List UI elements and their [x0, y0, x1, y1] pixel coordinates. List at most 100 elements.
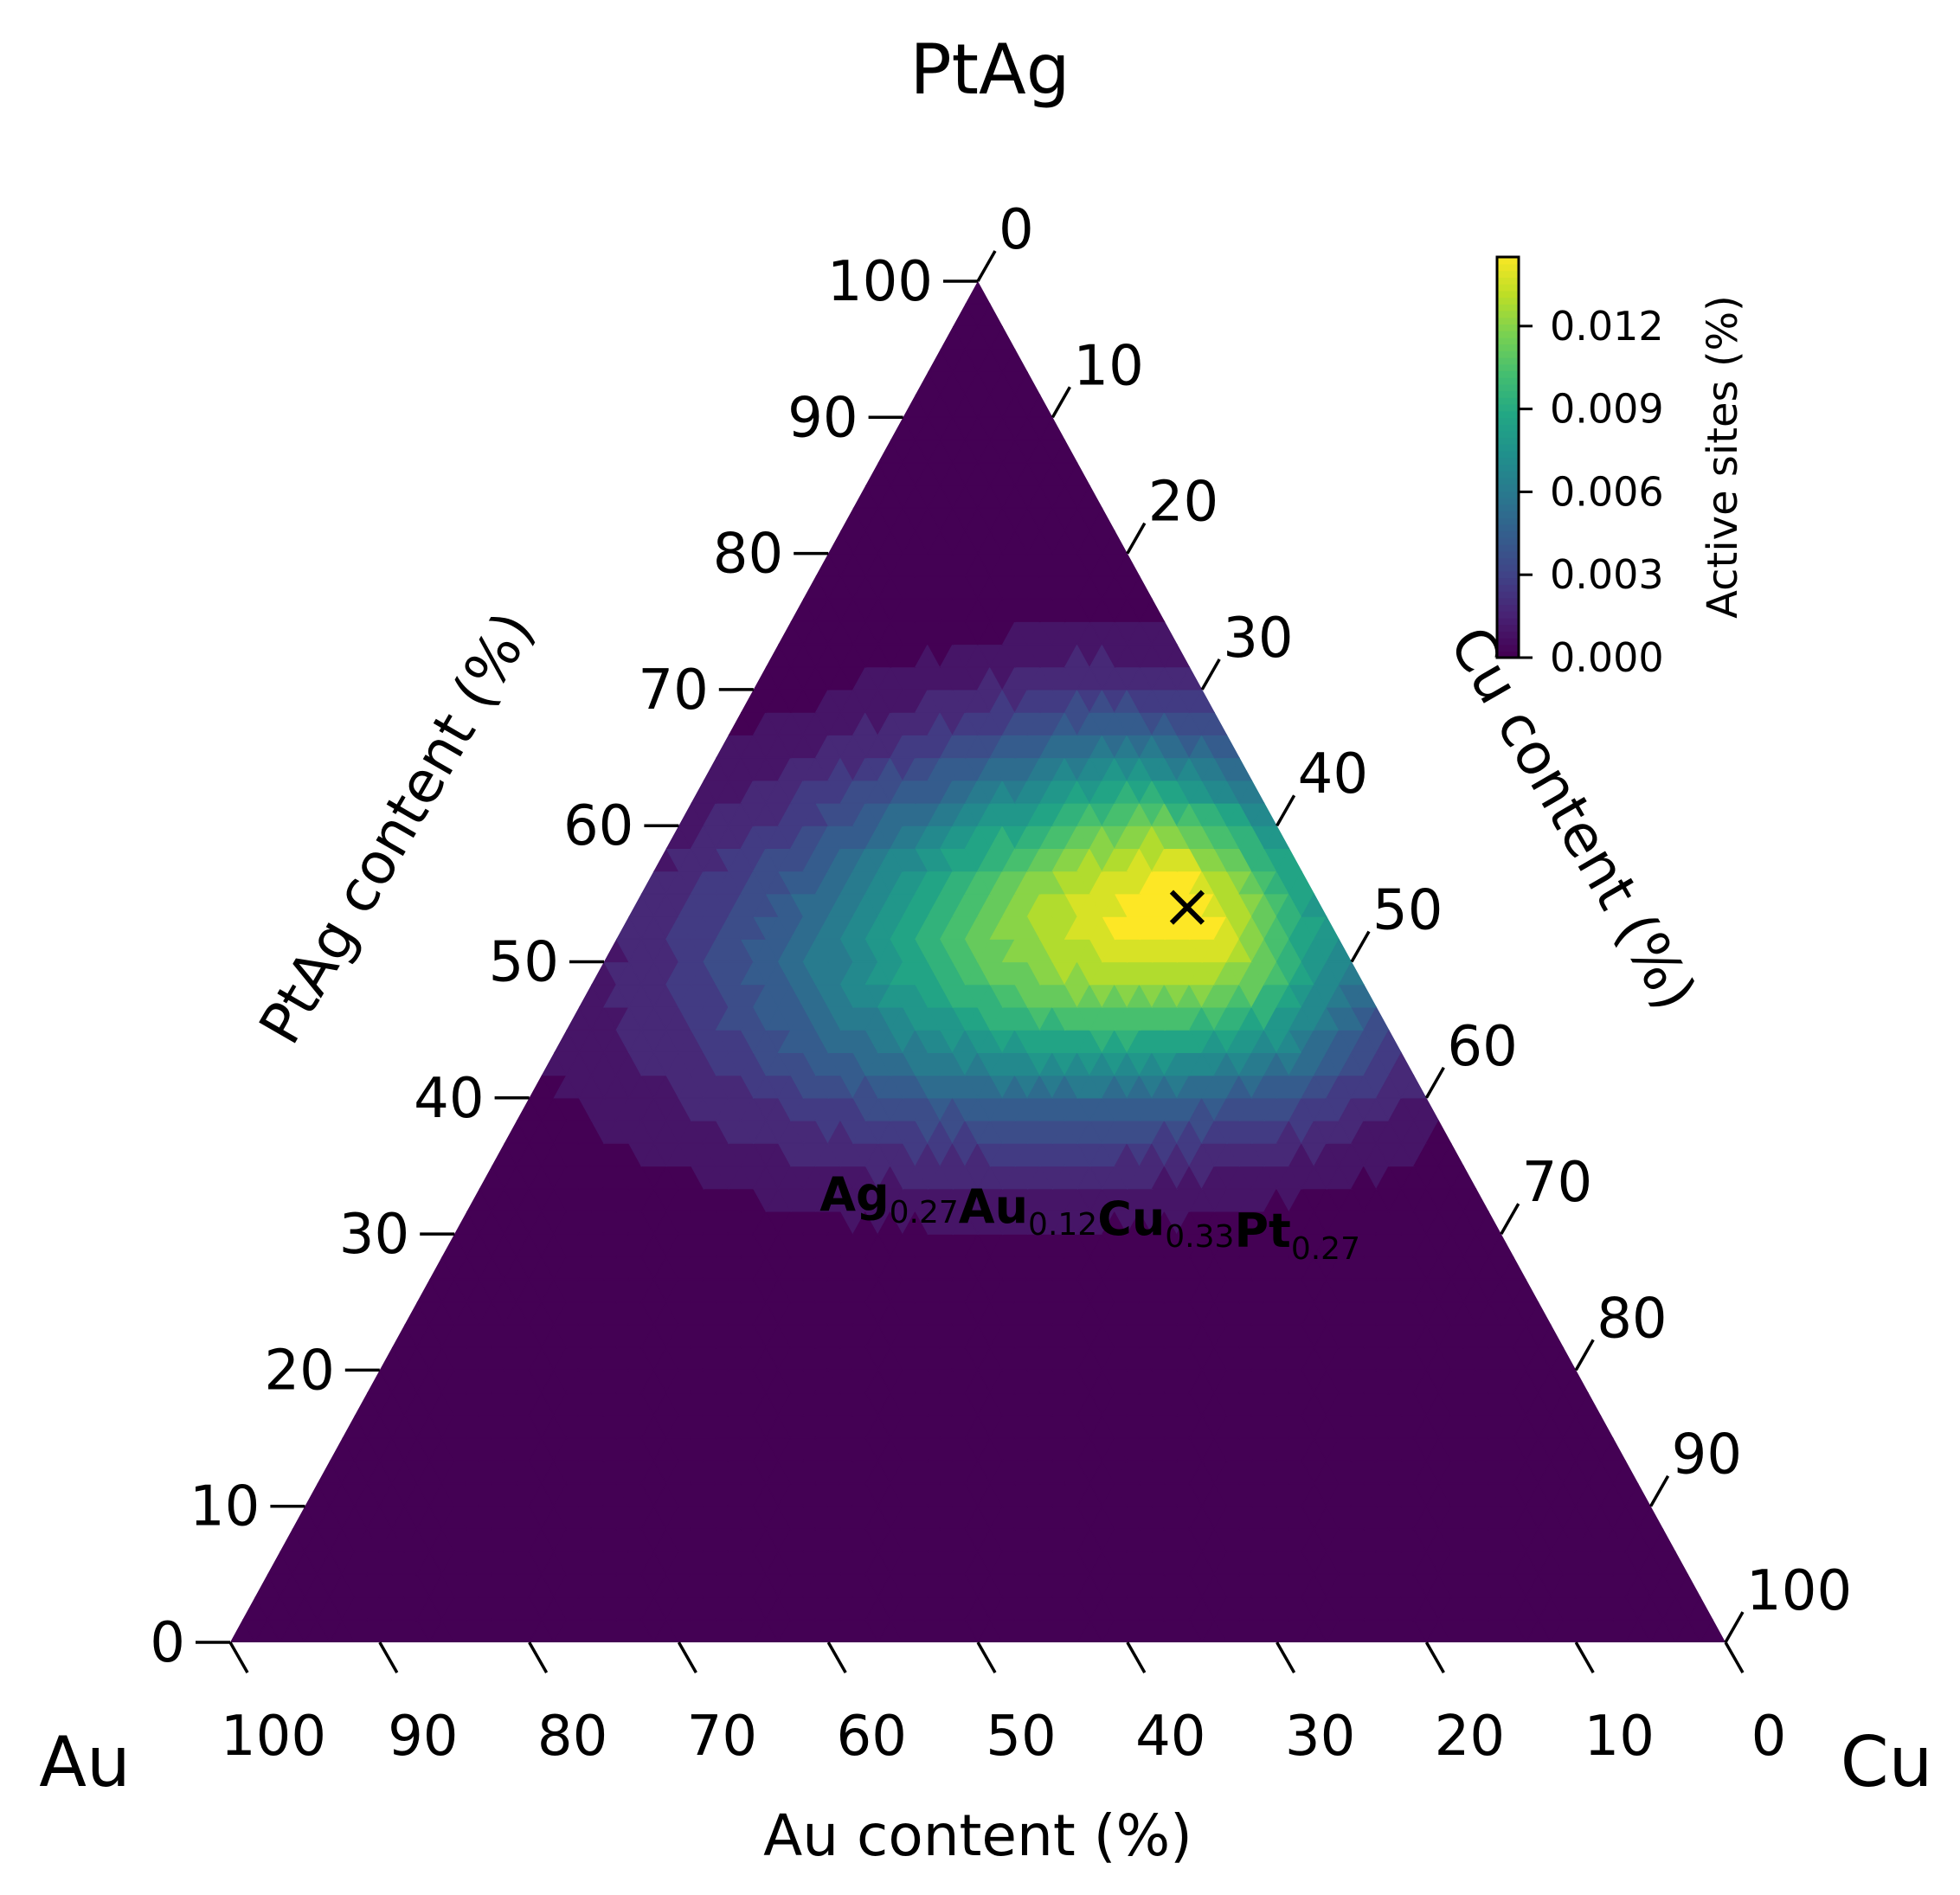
- formula-subscript: 0.12: [1028, 1207, 1097, 1243]
- colorbar-band: [1497, 370, 1519, 378]
- formula-element: Au: [959, 1179, 1028, 1234]
- left-axis-ticks: 0 10 20 30 40 50 60 70 80 90 100: [150, 250, 978, 1675]
- colorbar-band: [1497, 390, 1519, 398]
- left-tick: 60: [563, 794, 679, 858]
- colorbar-band: [1497, 417, 1519, 425]
- right-tick: 0: [976, 198, 1034, 282]
- contour-cell: [1687, 1596, 1714, 1621]
- colorbar-band: [1497, 257, 1519, 265]
- contour-cell: [1238, 779, 1266, 804]
- contour-cell: [1026, 393, 1054, 418]
- right-tick-label: 40: [1298, 742, 1368, 806]
- contour-cell: [1624, 1482, 1652, 1507]
- formula-element: Ag: [819, 1167, 889, 1222]
- maximum-marker-stroke: [1169, 890, 1205, 925]
- colorbar-tick-label: 0.000: [1550, 634, 1664, 681]
- colorbar-label: Active sites (%): [1699, 295, 1747, 619]
- colorbar-tick-label: 0.006: [1550, 468, 1664, 515]
- colorbar-band: [1497, 297, 1519, 305]
- colorbar-band: [1497, 543, 1519, 552]
- colorbar-band: [1497, 491, 1519, 498]
- bottom-tick: 20: [1424, 1641, 1505, 1769]
- contour-cell: [1064, 461, 1091, 486]
- colorbar-band: [1497, 437, 1519, 445]
- left-tick-label: 80: [713, 523, 783, 587]
- left-tick-label: 20: [264, 1339, 334, 1403]
- right-tick-label: 50: [1372, 879, 1443, 943]
- bottom-tick-label: 0: [1751, 1705, 1787, 1769]
- right-axis-ticks: 0 10 20 30 40 50 60 70 80 90 100: [976, 198, 1852, 1643]
- right-tick: 60: [1424, 1015, 1518, 1099]
- contour-cell: [1513, 1278, 1540, 1303]
- colorbar-band: [1497, 644, 1519, 652]
- left-tick-label: 60: [563, 794, 633, 858]
- bottom-axis-ticks: 100 90 80 70 60 50 40 30 20 10 0: [221, 1641, 1787, 1769]
- bottom-tick: 40: [1126, 1641, 1206, 1769]
- bottom-tick-label: 30: [1285, 1705, 1355, 1769]
- contour-cell: [1014, 370, 1042, 395]
- bottom-tick: 0: [1724, 1641, 1787, 1769]
- bottom-tick: 70: [677, 1641, 757, 1769]
- bottom-tick-mark: [228, 1641, 249, 1673]
- left-tick-label: 100: [827, 250, 933, 314]
- colorbar-tick: 0.000: [1519, 634, 1664, 681]
- left-tick-label: 90: [787, 386, 858, 450]
- bottom-tick-mark: [378, 1641, 399, 1673]
- bottom-tick: 60: [826, 1641, 907, 1769]
- colorbar-band: [1497, 477, 1519, 485]
- colorbar: 0.000 0.003 0.006 0.009 0.012 Active sites (…: [1495, 255, 1747, 681]
- right-tick: 20: [1126, 471, 1218, 555]
- colorbar-tick: 0.009: [1519, 386, 1664, 433]
- colorbar-band: [1497, 383, 1519, 392]
- colorbar-band: [1497, 577, 1519, 585]
- left-tick: 0: [150, 1611, 230, 1675]
- contour-cell: [1475, 1210, 1502, 1235]
- contour-cell: [1525, 1301, 1552, 1326]
- contour-cell: [989, 325, 1017, 350]
- bottom-tick-label: 20: [1435, 1705, 1505, 1769]
- left-tick: 10: [190, 1475, 305, 1539]
- colorbar-band: [1497, 590, 1519, 599]
- colorbar-band: [1497, 484, 1519, 491]
- formula-subscript: 0.33: [1165, 1219, 1234, 1255]
- colorbar-band: [1497, 423, 1519, 432]
- colorbar-band: [1497, 444, 1519, 452]
- colorbar-band: [1497, 604, 1519, 612]
- bottom-tick: 100: [221, 1641, 326, 1769]
- contour-cell: [1089, 506, 1116, 532]
- contour-cell: [1612, 1460, 1640, 1485]
- bottom-tick-mark: [677, 1641, 697, 1673]
- right-tick-mark: [1724, 1611, 1745, 1643]
- contour-cell: [1076, 484, 1104, 509]
- contour-cell: [1375, 1028, 1403, 1054]
- right-tick: 90: [1649, 1423, 1742, 1507]
- colorbar-band: [1497, 357, 1519, 365]
- colorbar-band: [1497, 563, 1519, 572]
- bottom-axis-label: Au content (%): [763, 1802, 1192, 1869]
- left-tick-label: 30: [339, 1203, 409, 1267]
- left-tick-label: 70: [638, 658, 708, 723]
- right-tick-mark: [1500, 1203, 1520, 1235]
- right-tick-mark: [1126, 522, 1147, 555]
- contour-cell: [1326, 938, 1353, 963]
- bottom-tick: 80: [528, 1641, 607, 1769]
- left-tick: 70: [638, 658, 754, 723]
- colorbar-tick-label: 0.009: [1550, 386, 1664, 433]
- formula-element: Pt: [1234, 1204, 1290, 1258]
- colorbar-tick-label: 0.003: [1550, 551, 1664, 598]
- colorbar-band: [1497, 524, 1519, 532]
- contour-cell: [1101, 530, 1128, 555]
- colorbar-band: [1497, 317, 1519, 324]
- bottom-tick-mark: [528, 1641, 549, 1673]
- colorbar-band: [1497, 337, 1519, 345]
- right-tick-label: 100: [1746, 1559, 1852, 1623]
- colorbar-band: [1497, 637, 1519, 646]
- right-tick: 30: [1200, 607, 1294, 691]
- left-tick: 90: [787, 386, 903, 450]
- vertex-label-right: Cu: [1841, 1722, 1933, 1802]
- right-tick-label: 10: [1073, 334, 1143, 398]
- contour-cell: [1176, 665, 1204, 691]
- right-tick-label: 90: [1672, 1423, 1742, 1487]
- colorbar-band: [1497, 263, 1519, 272]
- colorbar-band: [1497, 550, 1519, 559]
